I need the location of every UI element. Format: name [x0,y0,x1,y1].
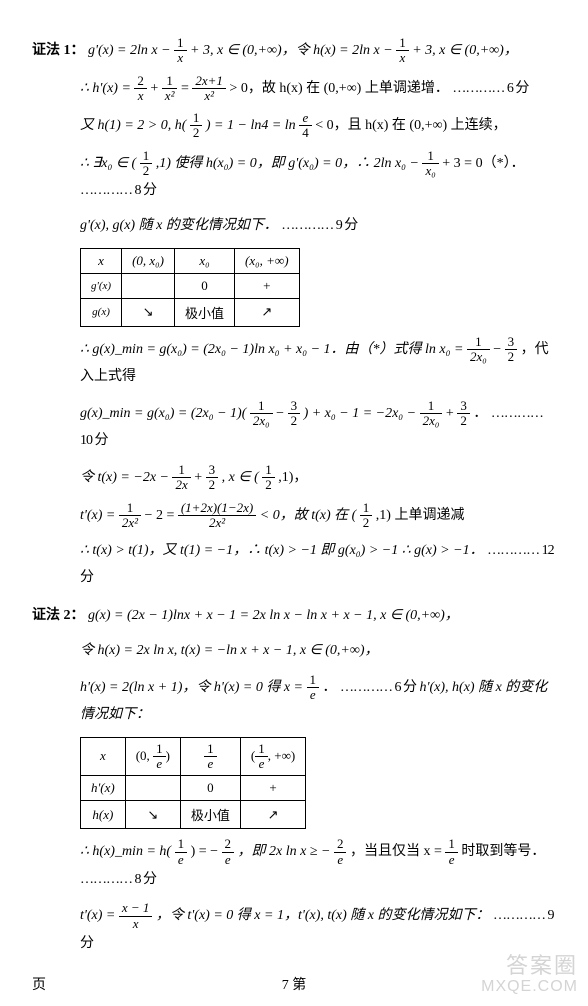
proof1-line4: ∴ ∃x₀ ∈ ( 12 ,1) 使得 h(x₀) = 0，即 g'(x₀) =… [32,149,556,205]
proof2-line4: ∴ h(x)_min = h( 1e ) = − 2e ，即 2x ln x ≥… [32,837,556,893]
proof2-line5: t'(x) = x − 1x ，令 t'(x) = 0 得 x = 1，t'(x… [32,901,556,957]
proof1-line6: ∴ g(x)_min = g(x₀) = (2x₀ − 1)ln x₀ + x₀… [32,335,556,391]
proof1-label: 证法 1： [32,43,85,58]
proof1-line10: ∴ t(x) > t(1)，又 t(1) = −1，∴ t(x) > −1 即 … [32,538,556,591]
proof1-line7: g(x)_min = g(x₀) = (2x₀ − 1)( 12x₀ − 32 … [32,399,556,455]
footer-left: 页 [32,974,46,994]
proof2-label: 证法 2： [32,608,85,623]
proof2-table: x (0, 1e) 1e (1e, +∞) h'(x) 0 + h(x) ↘ 极… [80,737,306,830]
proof1-line9: t'(x) = 12x² − 2 = (1+2x)(1−2x)2x² < 0，故… [32,501,556,531]
proof1-line8: 令 t(x) = −2x − 12x + 32 , x ∈ ( 12 ,1)， [32,463,556,493]
proof1-line2: ∴ h'(x) = 2x + 1x² = 2x+1x² > 0，故 h(x) 在… [32,74,556,104]
footer-center: 7 第 [282,974,307,994]
proof1-line1: 证法 1： g'(x) = 2ln x − 1x + 3, x ∈ (0,+∞)… [32,36,556,66]
frac: 1x [174,36,187,66]
watermark: 答案圈 MXQE.COM [481,954,578,996]
proof1-table: x (0, x₀) x₀ (x₀, +∞) g'(x) 0 + g(x) ↘ 极… [80,248,300,327]
proof2-line2: 令 h(x) = 2x ln x, t(x) = −ln x + x − 1, … [32,638,556,665]
proof1-line5: g'(x), g(x) 随 x 的变化情况如下． ………… 9 分 [32,213,556,240]
proof2-line3: h'(x) = 2(ln x + 1)，令 h'(x) = 0 得 x = 1e… [32,673,556,729]
proof1-line3: 又 h(1) = 2 > 0, h( 12 ) = 1 − ln4 = ln e… [32,111,556,141]
proof2-line1: 证法 2： g(x) = (2x − 1)lnx + x − 1 = 2x ln… [32,603,556,630]
